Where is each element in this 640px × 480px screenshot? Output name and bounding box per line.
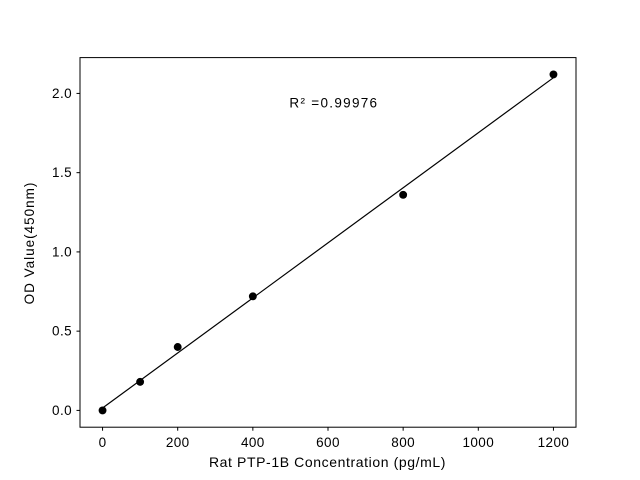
- svg-text:800: 800: [391, 435, 415, 450]
- svg-text:1000: 1000: [462, 435, 494, 450]
- svg-text:400: 400: [241, 435, 265, 450]
- svg-text:0.0: 0.0: [52, 403, 72, 418]
- svg-text:1.0: 1.0: [52, 245, 72, 260]
- svg-text:600: 600: [316, 435, 340, 450]
- svg-text:1200: 1200: [538, 435, 570, 450]
- svg-text:200: 200: [166, 435, 190, 450]
- svg-text:Rat PTP-1B Concentration (pg/m: Rat PTP-1B Concentration (pg/mL): [209, 454, 446, 470]
- svg-text:OD Value(450nm): OD Value(450nm): [22, 182, 37, 305]
- svg-text:0.5: 0.5: [52, 324, 72, 339]
- svg-text:1.5: 1.5: [52, 165, 72, 180]
- svg-text:2.0: 2.0: [52, 86, 72, 101]
- svg-text:R² =0.99976: R² =0.99976: [289, 96, 378, 111]
- svg-text:0: 0: [99, 435, 107, 450]
